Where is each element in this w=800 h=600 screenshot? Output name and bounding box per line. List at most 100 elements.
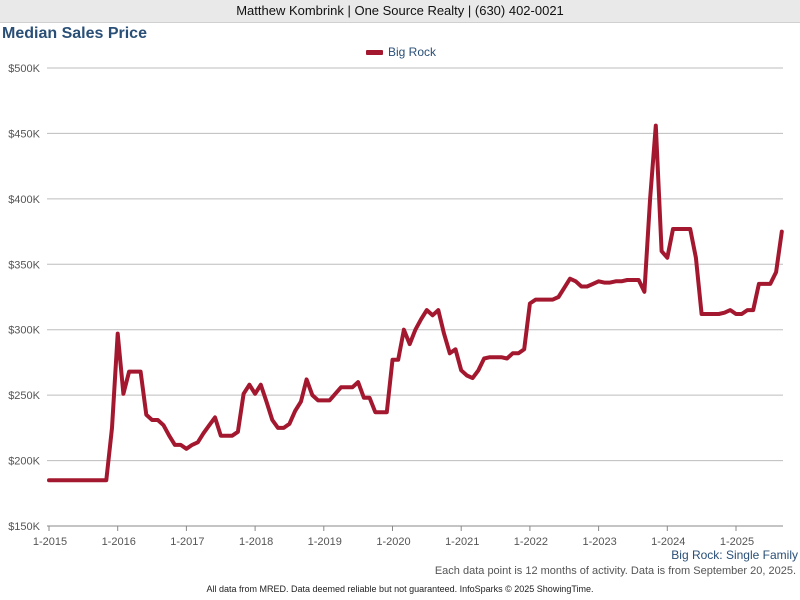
x-tick-label: 1-2015	[33, 536, 67, 548]
data-point	[140, 371, 142, 373]
data-point	[294, 410, 296, 412]
data-point	[437, 309, 439, 311]
data-point	[666, 257, 668, 259]
data-point	[48, 479, 50, 481]
data-point	[495, 356, 496, 358]
data-point	[351, 386, 353, 388]
data-point	[718, 313, 720, 315]
data-point	[226, 435, 227, 437]
data-point	[529, 303, 531, 304]
data-point	[775, 271, 777, 273]
data-point	[712, 313, 714, 315]
data-point	[586, 286, 588, 287]
x-tick-label: 1-2022	[514, 536, 548, 548]
x-tick-label: 1-2024	[651, 536, 685, 548]
data-point	[575, 280, 577, 282]
data-point	[455, 348, 456, 350]
data-point	[500, 356, 502, 358]
data-point	[769, 283, 771, 285]
data-point	[374, 411, 376, 413]
data-point	[65, 479, 67, 481]
data-point	[661, 250, 663, 252]
data-point	[323, 399, 325, 401]
data-point	[88, 479, 90, 481]
x-tick-label: 1-2021	[445, 536, 479, 548]
x-tick-label: 1-2019	[308, 536, 342, 548]
data-point	[420, 318, 422, 320]
data-point	[649, 198, 651, 200]
series-line-big-rock	[47, 123, 784, 483]
data-point	[512, 352, 514, 354]
data-point	[60, 479, 61, 481]
data-point	[615, 280, 617, 282]
data-point	[288, 423, 290, 425]
data-point	[643, 291, 645, 293]
data-point	[655, 125, 657, 127]
data-point	[174, 444, 176, 446]
x-tick-label: 1-2017	[170, 536, 204, 548]
data-point	[449, 352, 451, 354]
data-point	[214, 416, 216, 418]
x-tick-label: 1-2023	[582, 536, 616, 548]
data-point	[134, 371, 136, 373]
data-point	[145, 414, 147, 416]
data-point	[638, 279, 640, 281]
data-point	[105, 479, 107, 481]
data-point	[523, 348, 525, 350]
data-point	[563, 287, 565, 289]
data-point	[403, 329, 405, 331]
data-point	[397, 359, 399, 361]
data-point	[329, 399, 330, 401]
data-point	[621, 280, 622, 282]
x-tick-label: 1-2020	[376, 536, 410, 548]
data-point	[260, 384, 262, 386]
data-point	[392, 359, 393, 361]
data-point	[94, 479, 96, 481]
data-point	[82, 479, 84, 481]
data-point	[77, 479, 79, 481]
data-point	[386, 411, 388, 413]
data-point	[741, 313, 743, 315]
data-point	[168, 435, 170, 437]
chart-title: Median Sales Price	[2, 25, 147, 42]
region-label: Big Rock: Single Family	[671, 548, 798, 562]
data-point	[363, 397, 365, 399]
data-point	[706, 313, 708, 315]
x-tick-label: 1-2018	[239, 536, 273, 548]
data-point	[701, 313, 703, 315]
data-point	[752, 309, 754, 311]
data-point	[546, 299, 548, 301]
y-tick-label: $300K	[8, 325, 40, 337]
legend-swatch	[366, 49, 383, 55]
data-point	[746, 309, 748, 311]
data-point	[540, 299, 542, 301]
data-point	[552, 299, 554, 301]
chart-legend[interactable]: Big Rock	[366, 45, 436, 59]
data-point	[306, 378, 308, 380]
data-point	[409, 343, 411, 345]
data-point	[203, 432, 205, 434]
data-point	[569, 278, 571, 280]
data-point	[151, 419, 153, 421]
y-tick-label: $250K	[8, 390, 40, 402]
data-point	[208, 424, 210, 426]
data-point	[609, 282, 611, 284]
data-point	[443, 333, 445, 335]
legend-label: Big Rock	[388, 45, 437, 59]
data-point	[254, 393, 256, 395]
data-point	[729, 309, 731, 311]
data-point	[632, 279, 634, 281]
data-point	[489, 356, 491, 358]
data-point	[369, 397, 371, 399]
data-point	[277, 427, 279, 429]
data-point	[243, 393, 245, 395]
data-point	[346, 386, 348, 388]
data-point	[580, 286, 582, 287]
data-point	[758, 283, 760, 285]
data-point	[414, 329, 416, 331]
y-tick-label: $500K	[8, 63, 40, 75]
data-point	[111, 427, 113, 429]
data-point	[472, 377, 474, 379]
data-point	[477, 369, 479, 371]
data-point	[237, 431, 239, 433]
